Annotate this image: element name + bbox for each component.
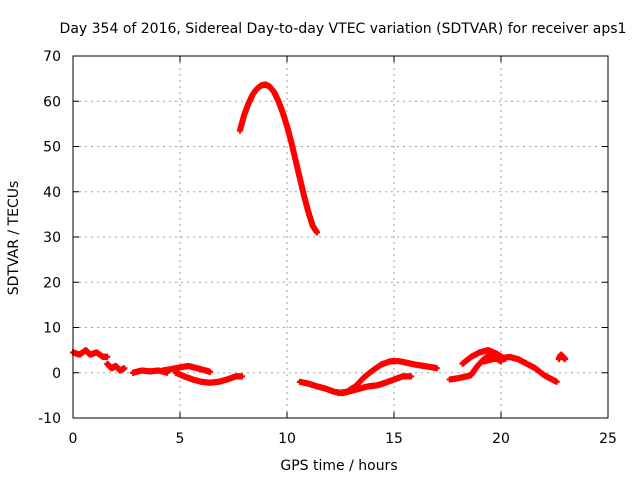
x-tick-label: 0 <box>69 431 78 447</box>
data-point <box>206 368 213 375</box>
series-arc-1 <box>70 347 111 360</box>
series-arc-8 <box>335 357 440 397</box>
y-tick-label: 20 <box>43 275 61 291</box>
data-point <box>408 373 415 380</box>
series-arc-12 <box>480 353 560 385</box>
y-tick-label: 30 <box>43 230 61 246</box>
data-point <box>104 353 111 360</box>
data-points <box>70 81 569 397</box>
data-point <box>562 356 569 363</box>
y-tick-label: 10 <box>43 321 61 337</box>
data-point <box>553 378 560 385</box>
chart-title: Day 354 of 2016, Sidereal Day-to-day VTE… <box>60 21 627 37</box>
series-arc-6 <box>236 81 320 236</box>
series-arc-4 <box>159 362 213 375</box>
x-tick-label: 20 <box>492 431 510 447</box>
series-arc-5 <box>172 369 246 386</box>
y-tick-label: -10 <box>38 411 61 427</box>
x-tick-label: 10 <box>278 431 296 447</box>
y-tick-label: 60 <box>43 94 61 110</box>
y-tick-label: 0 <box>52 366 61 382</box>
series-arc-13 <box>555 351 569 363</box>
x-tick-label: 5 <box>176 431 185 447</box>
data-point <box>239 373 246 380</box>
grid-lines <box>73 56 608 418</box>
y-tick-label: 70 <box>43 49 61 65</box>
series-arc-2 <box>104 360 128 374</box>
x-tick-label: 15 <box>385 431 403 447</box>
x-axis-label: GPS time / hours <box>280 458 397 474</box>
data-point <box>313 229 320 236</box>
y-tick-label: 50 <box>43 140 61 156</box>
x-tick-label: 25 <box>599 431 617 447</box>
data-point <box>433 365 440 372</box>
y-tick-label: 40 <box>43 185 61 201</box>
y-axis-label: SDTVAR / TECUs <box>6 181 22 296</box>
plot-frame <box>72 55 609 419</box>
data-point <box>121 365 128 372</box>
